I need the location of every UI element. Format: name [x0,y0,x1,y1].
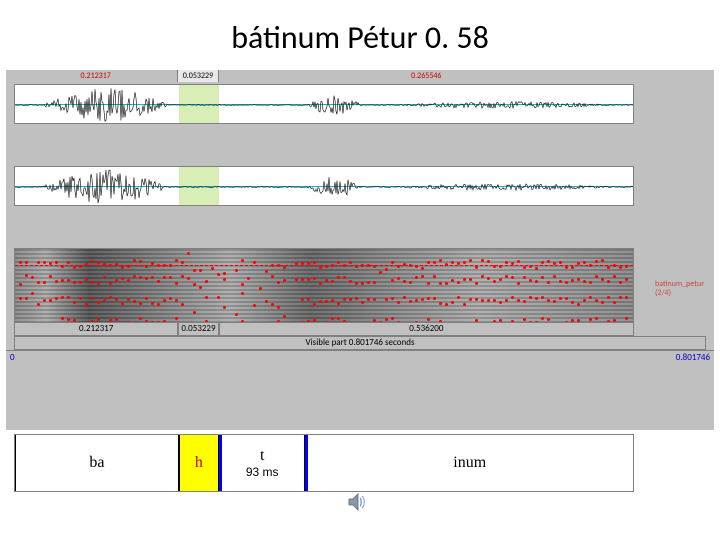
time-cell[interactable]: 0.212317 [14,322,178,336]
time-selection-duration[interactable]: 0.053229 [178,70,218,82]
time-cell[interactable]: 0.536200 [219,322,634,336]
wave-svg-2 [15,167,634,206]
segment-label: inum [453,454,486,472]
speaker-icon[interactable] [345,490,369,514]
tier-name-label: batinum_petur (2/4) [655,280,704,298]
waveform-channel-2[interactable] [14,166,634,206]
text-tier-1[interactable]: ba h t 93 ms inum [14,434,634,492]
footer-end-time: 0.801746 [676,352,710,363]
segment-ba[interactable]: ba [15,435,179,491]
praat-editor-window: 0.212317 0.053229 0.265546 ba h t 93 ms … [6,70,714,430]
segment-inum[interactable]: inum [305,435,633,491]
visible-part-cell[interactable]: Visible part 0.801746 seconds [14,336,706,350]
tier-count-text: (2/4) [655,288,671,298]
footer-start-time: 0 [10,352,15,363]
freq-dashline [15,265,633,266]
segment-h[interactable]: h [179,435,219,491]
time-post-selection: 0.265546 [219,70,634,82]
time-pre-selection: 0.212317 [14,70,178,82]
footer-bar: 0 0.801746 [6,350,714,364]
visible-part-row: Visible part 0.801746 seconds [14,336,706,350]
segment-duration: 93 ms [246,465,279,479]
boundary-marker[interactable] [219,435,222,491]
bottom-time-row: 0.212317 0.053229 0.536200 [14,322,634,336]
segment-t[interactable]: t 93 ms [219,435,306,491]
segment-label: h [195,454,203,472]
time-header-bar: 0.212317 0.053229 0.265546 [14,70,634,82]
segment-label: ba [89,454,104,472]
segment-label: t [260,447,264,465]
time-cell[interactable]: 0.053229 [178,322,218,336]
waveform-channel-1[interactable] [14,84,634,124]
wave-svg-1 [15,85,634,124]
boundary-marker[interactable] [305,435,308,491]
page-title: bátinum Pétur 0. 58 [0,0,720,65]
